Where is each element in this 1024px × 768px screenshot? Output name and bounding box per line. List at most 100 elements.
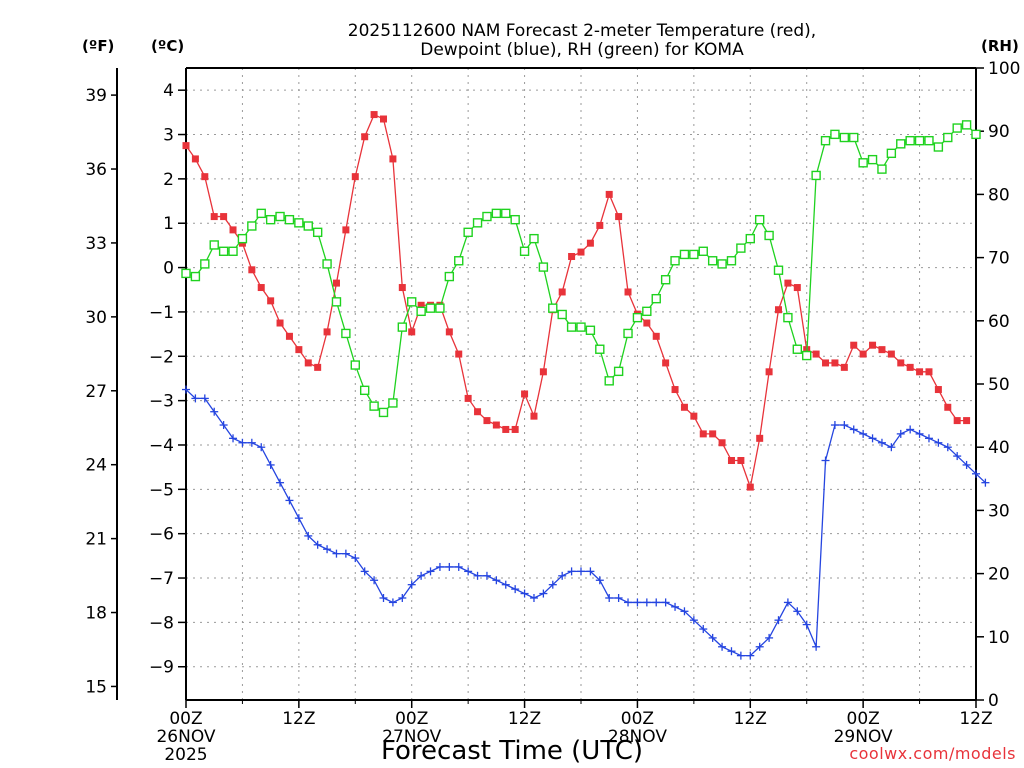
time-tick-date: 27NOV: [382, 727, 441, 747]
rh-point: [585, 325, 596, 335]
temperature-point: [474, 408, 482, 416]
dewpoint-point: [388, 598, 397, 607]
temperature-series: [182, 111, 971, 491]
dewpoint-point: [821, 456, 830, 465]
temperature-point: [586, 239, 594, 247]
temperature-point: [718, 439, 726, 447]
rh-point: [642, 306, 652, 317]
rh-point: [369, 401, 379, 411]
axes: [111, 67, 984, 708]
temperature-point: [248, 266, 256, 274]
dewpoint-point: [915, 429, 924, 438]
dewpoint-point: [229, 434, 238, 443]
rh-point: [397, 322, 408, 332]
dewpoint-point: [407, 580, 416, 589]
celsius-tick-label: −3: [149, 392, 174, 412]
dewpoint-point: [887, 443, 896, 452]
temperature-point: [727, 457, 735, 465]
dewpoint-point: [332, 549, 341, 558]
dewpoint-point: [323, 545, 332, 554]
temperature-point: [859, 350, 867, 358]
dewpoint-point: [182, 385, 190, 394]
dewpoint-point: [567, 567, 576, 576]
rh-point: [933, 142, 944, 152]
rh-point: [952, 123, 962, 133]
rh-point: [265, 214, 276, 225]
rh-point: [576, 322, 586, 332]
fahrenheit-tick-label: 24: [85, 456, 107, 476]
dewpoint-point: [981, 478, 990, 487]
rh-point: [435, 303, 445, 313]
rh-tick-label: 50: [988, 375, 1010, 395]
temperature-point: [925, 368, 933, 376]
rh-point: [378, 407, 389, 418]
temperature-point: [220, 213, 228, 221]
dewpoint-point: [633, 598, 642, 607]
rh-point: [943, 132, 953, 143]
temperature-point: [775, 306, 782, 314]
dewpoint-point: [398, 593, 407, 602]
temperature-point: [944, 403, 952, 411]
time-tick-label: 12Z: [959, 709, 992, 729]
rh-point: [961, 120, 972, 130]
x-axis-label: Forecast Time (UTC): [381, 736, 643, 766]
temperature-line: [185, 113, 967, 490]
rh-point: [510, 214, 520, 225]
rh-point: [849, 132, 859, 143]
temperature-point: [361, 133, 369, 141]
dewpoint-point: [501, 580, 510, 589]
dewpoint-point: [840, 421, 849, 430]
dewpoint-series: [182, 385, 990, 660]
temperature-point: [963, 417, 971, 425]
dewpoint-point: [492, 576, 501, 585]
rh-point: [858, 158, 868, 168]
rh-point: [736, 243, 746, 253]
fahrenheit-tick-label: 33: [85, 234, 107, 254]
dewpoint-point: [849, 425, 858, 434]
temperature-point: [840, 363, 848, 371]
temperature-point: [643, 319, 651, 327]
temperature-point: [539, 368, 547, 376]
rh-point: [416, 306, 426, 317]
rh-point: [247, 221, 257, 231]
rh-point: [359, 385, 370, 396]
rh-tick-label: 20: [988, 565, 1010, 585]
temperature-point: [878, 346, 886, 354]
rh-point: [303, 221, 313, 231]
rh-series: [181, 120, 981, 418]
dewpoint-point: [934, 438, 943, 447]
rh-point: [896, 139, 906, 149]
rh-point: [350, 360, 360, 370]
dewpoint-point: [351, 554, 360, 563]
temperature-point: [558, 288, 566, 296]
chart-title-line2: Dewpoint (blue), RH (green) for KOMA: [420, 40, 744, 60]
dewpoint-point: [417, 571, 426, 580]
dewpoint-point: [765, 633, 774, 642]
temperature-point: [304, 359, 312, 367]
rh-point: [670, 256, 680, 266]
dewpoint-point: [859, 429, 868, 438]
rh-point: [745, 233, 755, 244]
rh-point: [764, 230, 774, 241]
celsius-tick-label: −7: [149, 569, 174, 589]
temperature-point: [285, 332, 293, 340]
dewpoint-point: [294, 514, 303, 523]
temperature-point: [662, 359, 670, 367]
dewpoint-point: [435, 562, 444, 571]
rh-point: [482, 211, 492, 222]
dewpoint-point: [511, 585, 520, 594]
rh-point: [924, 135, 934, 146]
dewpoint-point: [200, 394, 209, 403]
dewpoint-point: [812, 642, 821, 651]
temperature-point: [332, 279, 340, 287]
rh-point: [228, 246, 238, 256]
temperature-point: [464, 394, 472, 402]
temperature-point: [370, 111, 378, 119]
fahrenheit-tick-label: 21: [85, 530, 107, 550]
rh-point: [322, 259, 332, 269]
temperature-point: [492, 421, 500, 429]
rh-point: [811, 170, 821, 181]
rh-point: [284, 214, 295, 225]
temperature-point: [934, 386, 942, 394]
